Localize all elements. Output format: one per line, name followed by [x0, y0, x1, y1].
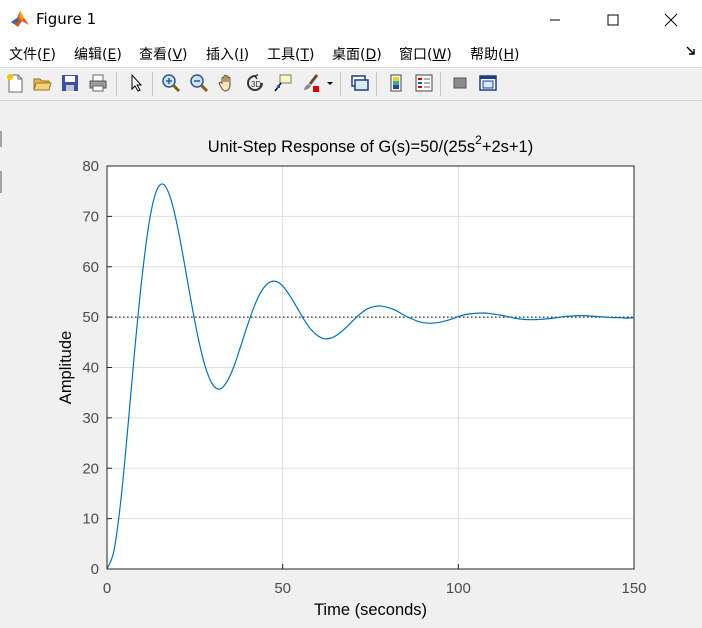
figure-canvas	[0, 101, 702, 628]
menu-tools[interactable]: 工具(T)	[267, 47, 315, 63]
matlab-icon	[10, 9, 30, 29]
menu-tools-label: 工具	[267, 47, 295, 63]
menu-help[interactable]: 帮助(H)	[470, 47, 520, 63]
dock-arrow-icon[interactable]	[686, 46, 696, 59]
toolbar-separator	[152, 72, 153, 96]
menu-view-key: V	[172, 47, 183, 63]
link-plot-icon	[351, 75, 369, 91]
open-file-icon	[33, 78, 52, 91]
link-plot-button[interactable]	[348, 71, 372, 95]
figure-toolbar: 3D	[0, 68, 702, 101]
zoom-in-icon	[162, 74, 181, 93]
menu-help-label: 帮助	[470, 47, 498, 63]
brush-dropdown-button[interactable]	[323, 71, 337, 95]
menu-file-label: 文件	[9, 47, 37, 63]
window-titlebar[interactable]: Figure 1	[0, 0, 702, 39]
close-icon	[664, 13, 678, 26]
menu-insert-label: 插入	[206, 47, 234, 63]
brush-button[interactable]	[299, 71, 323, 95]
menu-insert-key: I	[239, 47, 244, 63]
open-file-button[interactable]	[30, 71, 54, 95]
show-plot-tools-button[interactable]	[476, 71, 500, 95]
toolbar-separator	[116, 72, 117, 96]
menu-edit[interactable]: 编辑(E)	[74, 47, 122, 63]
toolbar-separator	[376, 72, 377, 96]
insert-legend-button[interactable]	[412, 71, 436, 95]
save-button[interactable]	[58, 71, 82, 95]
menu-file[interactable]: 文件(F)	[9, 47, 56, 63]
insert-colorbar-icon	[390, 74, 402, 92]
show-plot-tools-icon	[479, 75, 497, 91]
print-icon	[89, 74, 107, 92]
menu-view-label: 查看	[139, 47, 167, 63]
pan-hand-icon	[218, 74, 231, 92]
edit-plot-arrow-icon	[131, 73, 143, 92]
menu-edit-key: E	[107, 47, 117, 63]
menu-tools-key: T	[300, 47, 310, 63]
rotate-3d-button[interactable]: 3D	[243, 71, 267, 95]
window-title: Figure 1	[36, 10, 97, 28]
menu-file-key: F	[42, 47, 51, 63]
window-left-edge	[0, 131, 2, 193]
maximize-icon	[607, 14, 619, 25]
hide-plot-tools-icon	[453, 77, 467, 89]
toolbar-separator	[340, 72, 341, 96]
data-cursor-icon	[274, 74, 292, 92]
pan-button[interactable]	[215, 71, 239, 95]
menu-window[interactable]: 窗口(W)	[399, 47, 452, 63]
menu-view[interactable]: 查看(V)	[139, 47, 188, 63]
menubar: 文件(F) 编辑(E) 查看(V) 插入(I) 工具(T) 桌面(D) 窗口(W…	[0, 39, 702, 68]
menu-window-label: 窗口	[399, 47, 427, 63]
menu-desktop[interactable]: 桌面(D)	[332, 47, 382, 63]
minimize-button[interactable]	[526, 0, 584, 39]
svg-text:3D: 3D	[251, 80, 261, 89]
minimize-icon	[550, 19, 560, 20]
new-figure-icon	[7, 74, 23, 93]
menu-desktop-key: D	[365, 47, 377, 63]
menu-edit-label: 编辑	[74, 47, 102, 63]
insert-colorbar-button[interactable]	[384, 71, 408, 95]
insert-legend-icon	[415, 74, 433, 92]
zoom-out-button[interactable]	[187, 71, 211, 95]
zoom-out-icon	[190, 74, 209, 93]
menu-insert[interactable]: 插入(I)	[206, 47, 250, 63]
close-button[interactable]	[642, 0, 700, 39]
edit-plot-button[interactable]	[124, 71, 148, 95]
menu-help-key: H	[503, 47, 514, 63]
zoom-in-button[interactable]	[159, 71, 183, 95]
new-figure-button[interactable]	[3, 71, 27, 95]
menu-desktop-label: 桌面	[332, 47, 360, 63]
maximize-button[interactable]	[584, 0, 642, 39]
print-button[interactable]	[86, 71, 110, 95]
hide-plot-tools-button[interactable]	[448, 71, 472, 95]
menu-window-key: W	[432, 47, 447, 63]
rotate-3d-icon: 3D	[247, 74, 263, 91]
save-icon	[62, 75, 78, 91]
data-cursor-button[interactable]	[271, 71, 295, 95]
brush-icon	[304, 74, 319, 92]
brush-dropdown-icon	[327, 82, 333, 85]
toolbar-separator	[440, 72, 441, 96]
